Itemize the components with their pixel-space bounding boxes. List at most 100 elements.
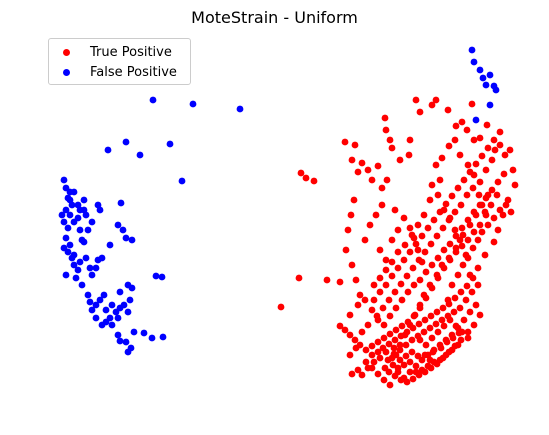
point-true-positive <box>476 178 484 186</box>
point-false-positive <box>96 296 104 304</box>
point-true-positive <box>426 324 434 332</box>
point-false-positive <box>80 196 88 204</box>
point-true-positive <box>422 341 430 349</box>
point-false-positive <box>82 254 90 262</box>
point-true-positive <box>418 232 426 240</box>
point-true-positive <box>483 121 491 129</box>
point-true-positive <box>370 358 378 366</box>
point-true-positive <box>342 246 350 254</box>
point-true-positive <box>476 134 484 142</box>
point-true-positive <box>442 200 450 208</box>
point-true-positive <box>500 170 508 178</box>
point-true-positive <box>414 246 422 254</box>
point-true-positive <box>370 296 378 304</box>
point-true-positive <box>368 306 376 314</box>
point-true-positive <box>470 228 478 236</box>
point-true-positive <box>388 272 396 280</box>
point-true-positive <box>429 348 437 356</box>
point-true-positive <box>302 174 310 182</box>
chart-title: MoteStrain - Uniform <box>191 8 358 27</box>
legend-label-true-positive: True Positive <box>90 44 172 60</box>
point-true-positive <box>381 114 389 122</box>
point-true-positive <box>428 261 436 269</box>
point-true-positive <box>390 344 398 352</box>
point-true-positive <box>352 344 360 352</box>
point-false-positive <box>116 337 124 345</box>
point-true-positive <box>474 236 482 244</box>
point-false-positive <box>76 258 84 266</box>
point-true-positive <box>478 152 486 160</box>
point-true-positive <box>458 224 466 232</box>
point-true-positive <box>463 282 471 290</box>
point-true-positive <box>405 151 413 159</box>
point-true-positive <box>361 296 369 304</box>
point-true-positive <box>421 351 429 359</box>
point-true-positive <box>354 301 362 309</box>
point-false-positive <box>70 251 78 259</box>
point-true-positive <box>457 336 465 344</box>
point-true-positive <box>424 362 432 370</box>
point-true-positive <box>434 191 442 199</box>
point-false-positive <box>122 234 130 242</box>
point-true-positive <box>464 334 472 342</box>
point-true-positive <box>392 326 400 334</box>
point-false-positive <box>96 206 104 214</box>
point-true-positive <box>388 236 396 244</box>
point-true-positive <box>382 256 390 264</box>
point-true-positive <box>396 156 404 164</box>
point-true-positive <box>459 261 467 269</box>
point-true-positive <box>454 341 462 349</box>
point-true-positive <box>391 336 399 344</box>
point-true-positive <box>406 224 414 232</box>
point-true-positive <box>414 221 422 229</box>
point-true-positive <box>420 211 428 219</box>
point-true-positive <box>476 201 484 209</box>
point-false-positive <box>88 218 96 226</box>
point-false-positive <box>114 314 122 322</box>
point-true-positive <box>374 162 382 170</box>
point-true-positive <box>422 294 430 302</box>
point-true-positive <box>368 342 376 350</box>
point-false-positive <box>74 266 82 274</box>
point-true-positive <box>421 316 429 324</box>
point-true-positive <box>351 141 359 149</box>
point-true-positive <box>487 201 495 209</box>
point-true-positive <box>382 348 390 356</box>
point-true-positive <box>443 338 451 346</box>
point-true-positive <box>386 330 394 338</box>
point-true-positive <box>448 192 456 200</box>
point-false-positive <box>66 196 74 204</box>
point-true-positive <box>442 351 450 359</box>
point-true-positive <box>427 312 435 320</box>
point-false-positive <box>86 298 94 306</box>
point-true-positive <box>494 178 502 186</box>
point-true-positive <box>454 271 462 279</box>
point-true-positive <box>440 322 448 330</box>
point-true-positive <box>449 334 457 342</box>
point-false-positive <box>76 226 84 234</box>
point-true-positive <box>397 332 405 340</box>
point-true-positive <box>420 328 428 336</box>
point-true-positive <box>474 264 482 272</box>
point-true-positive <box>400 214 408 222</box>
point-true-positive <box>415 256 423 264</box>
point-true-positive <box>403 328 411 336</box>
point-true-positive <box>323 276 331 284</box>
point-true-positive <box>464 236 472 244</box>
point-true-positive <box>398 296 406 304</box>
point-true-positive <box>295 274 303 282</box>
point-true-positive <box>346 331 354 339</box>
point-true-positive <box>457 201 465 209</box>
point-true-positive <box>433 232 441 240</box>
point-true-positive <box>412 362 420 370</box>
point-true-positive <box>394 364 402 372</box>
point-false-positive <box>117 199 125 207</box>
point-true-positive <box>446 316 454 324</box>
point-true-positive <box>509 166 517 174</box>
point-true-positive <box>406 368 414 376</box>
point-true-positive <box>428 284 436 292</box>
point-true-positive <box>440 264 448 272</box>
point-true-positive <box>388 258 396 266</box>
point-false-positive <box>92 301 100 309</box>
point-true-positive <box>434 328 442 336</box>
